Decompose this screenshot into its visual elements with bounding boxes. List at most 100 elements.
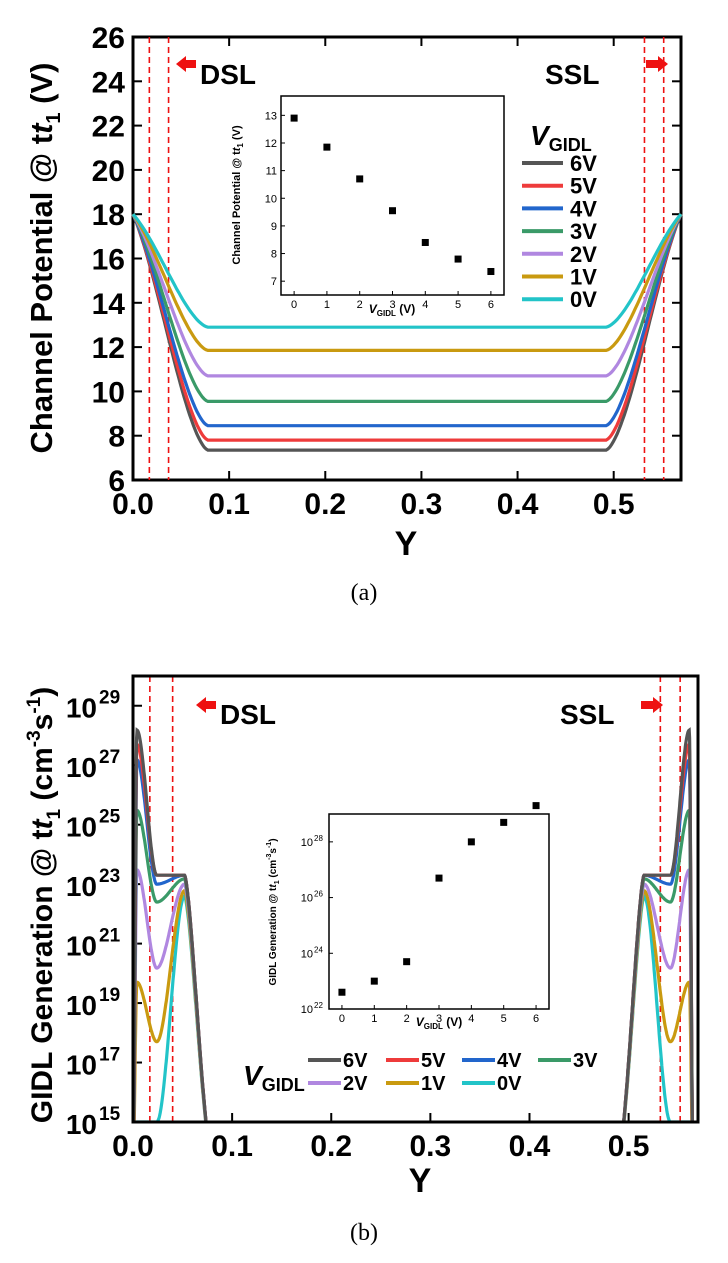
inset-x-tick-label-b: 4 (468, 1013, 474, 1025)
inset-x-tick-label-a: 5 (455, 299, 461, 311)
inset-point-b (467, 838, 475, 846)
x-tick-label-b: 0.5 (608, 1130, 650, 1163)
inset-y-label-b-unit-post: ) (268, 838, 279, 841)
inset-x-tick-label-b: 0 (339, 1013, 345, 1025)
series-line-1V (131, 213, 683, 352)
inset-point-b (532, 802, 540, 810)
inset-y-tick-label-b-exp: 22 (314, 1001, 323, 1010)
inset-x-label-b-v: V (416, 1015, 425, 1029)
y-tick-label-b-exp: 15 (99, 1104, 121, 1125)
y-tick-label-b: 10 (66, 752, 97, 783)
y-tick-label-b: 10 (66, 990, 97, 1021)
inset-x-tick-label-b: 3 (436, 1013, 442, 1025)
y-tick-label-a: 8 (108, 421, 125, 454)
inset-y-tick-label-b-exp: 26 (314, 890, 323, 899)
x-axis-label-a: Y (395, 525, 418, 563)
inset-point-a (421, 238, 429, 246)
inset-point-b (500, 818, 508, 826)
inset-point-b (370, 977, 378, 985)
legend-label-5V: 5V (570, 174, 597, 199)
inset-x-label-a-unit: (V) (396, 302, 415, 316)
inset-x-label-a: VGIDL (V) (369, 302, 415, 318)
y-axis-label-a-text: Channel Potential @ t (24, 134, 59, 454)
inset-y-label-a-unit: (V) (231, 125, 243, 143)
inset-x-tick-label-a: 4 (422, 299, 428, 311)
inset-y-tick-label-a: 11 (266, 166, 277, 178)
inset-x-tick-label-a: 0 (291, 299, 297, 311)
inset-y-tick-label-b-exp: 28 (314, 834, 323, 843)
x-tick-label-b: 0.1 (211, 1130, 253, 1163)
y-axis-label-b-unit-pre: (cm (26, 747, 59, 809)
inset-x-label-a-sub: GIDL (377, 309, 396, 318)
inset-point-a (323, 143, 331, 151)
inset-y-label-b-sub: 1 (274, 880, 281, 884)
inset-x-tick-label-b: 5 (501, 1013, 507, 1025)
inset-x-label-b-sub: GIDL (424, 1022, 443, 1031)
series-line-0V (131, 213, 683, 329)
inset-x-label-b: VGIDL (V) (416, 1015, 462, 1031)
ssl-label-b: SSL (560, 699, 614, 730)
legend-title-b-sub: GIDL (262, 1075, 305, 1095)
legend-label-1V: 1V (570, 265, 597, 290)
y-tick-label-b-exp: 17 (99, 1045, 120, 1066)
legend-label-b-4V: 4V (497, 1050, 522, 1072)
inset-y-tick-label-a: 12 (265, 138, 277, 150)
y-tick-label-b-exp: 25 (99, 807, 121, 828)
inset-point-a (290, 114, 298, 122)
inset-y-label-a-t: t (231, 146, 243, 151)
y-tick-label-a: 18 (92, 199, 125, 232)
series-line-right-2V (622, 867, 694, 1122)
x-tick-label-b: 0.3 (410, 1130, 452, 1163)
y-tick-label-b-exp: 29 (99, 688, 120, 709)
y-axis-label-b-sub: 1 (44, 809, 65, 820)
series-line-left-6V (133, 727, 208, 1122)
y-tick-label-a: 22 (92, 111, 125, 144)
x-tick-label-a: 0.2 (304, 488, 346, 521)
y-tick-label-a: 10 (92, 376, 125, 409)
series-line-left-0V (135, 894, 208, 1122)
series-line-3V (131, 213, 683, 403)
inset-y-label-b-text: GIDL Generation @ t (268, 887, 279, 986)
y-tick-label-b: 10 (66, 1109, 97, 1140)
x-tick-label-b: 0.2 (310, 1130, 352, 1163)
x-tick-label-a: 0.5 (593, 488, 635, 521)
inset-y-label-a-text: Channel Potential @ t (231, 151, 243, 265)
y-tick-label-b: 10 (66, 812, 97, 843)
inset-frame-a (280, 95, 505, 296)
inset-y-tick-label-a: 10 (265, 193, 277, 205)
y-axis-label-a-unit: (V) (24, 63, 59, 113)
dsl-label-a: DSL (200, 59, 256, 90)
legend-label-4V: 4V (570, 196, 597, 221)
series-line-left-2V (133, 867, 208, 1122)
inset-y-label-b-exp1: -3 (266, 853, 273, 859)
inset-point-a (389, 207, 396, 215)
y-axis-label-a-sub: 1 (43, 112, 65, 123)
inset-y-tick-label-a: 7 (271, 276, 277, 288)
series-line-right-6V (622, 727, 694, 1122)
x-tick-label-a: 0.0 (112, 488, 154, 521)
inset-x-label-a-v: V (369, 302, 378, 316)
inset-x-label-b-unit: (V) (443, 1015, 462, 1029)
y-tick-label-b-exp: 27 (99, 747, 120, 768)
y-tick-label-a: 6 (108, 465, 125, 498)
inset-y-label-a-sub: 1 (236, 143, 245, 148)
inset-y-tick-label-a: 8 (271, 249, 277, 261)
y-axis-label-b-unit-post: ) (26, 687, 59, 697)
dsl-arrow-a (176, 56, 196, 72)
panel-a: 0.0 0.1 0.2 0.3 0.4 0.5 68101214161820222426 … (24, 22, 683, 606)
y-axis-label-b: GIDL Generation @ tt1 (cm-3s-1) (24, 687, 65, 1124)
y-tick-label-b-exp: 21 (99, 926, 121, 947)
inset-x-tick-label-b: 6 (533, 1013, 539, 1025)
series-line-left-3V (133, 808, 208, 1122)
y-axis-label-b-t: t (26, 818, 59, 830)
series-line-2V (131, 213, 683, 378)
y-axis-label-a: Channel Potential @ tt1 (V) (24, 63, 65, 454)
inset-y-tick-label-a: 13 (265, 110, 277, 122)
y-tick-label-b-base: 10 (66, 693, 97, 724)
y-tick-label-b-base: 10 (66, 931, 97, 962)
inset-y-tick-label-b-exp: 24 (314, 945, 323, 954)
y-tick-label-b-exp: 19 (99, 985, 120, 1006)
inset-point-b (338, 988, 346, 996)
